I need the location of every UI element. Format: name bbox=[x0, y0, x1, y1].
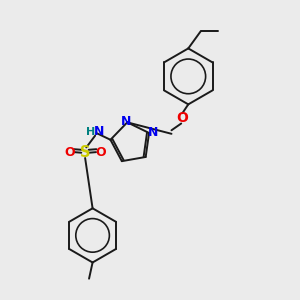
Text: O: O bbox=[64, 146, 75, 159]
Text: N: N bbox=[147, 127, 158, 140]
Text: O: O bbox=[95, 146, 106, 159]
Text: N: N bbox=[94, 125, 104, 138]
Text: H: H bbox=[86, 127, 96, 136]
Text: S: S bbox=[80, 145, 90, 160]
Text: O: O bbox=[176, 112, 188, 125]
Text: N: N bbox=[121, 115, 131, 128]
